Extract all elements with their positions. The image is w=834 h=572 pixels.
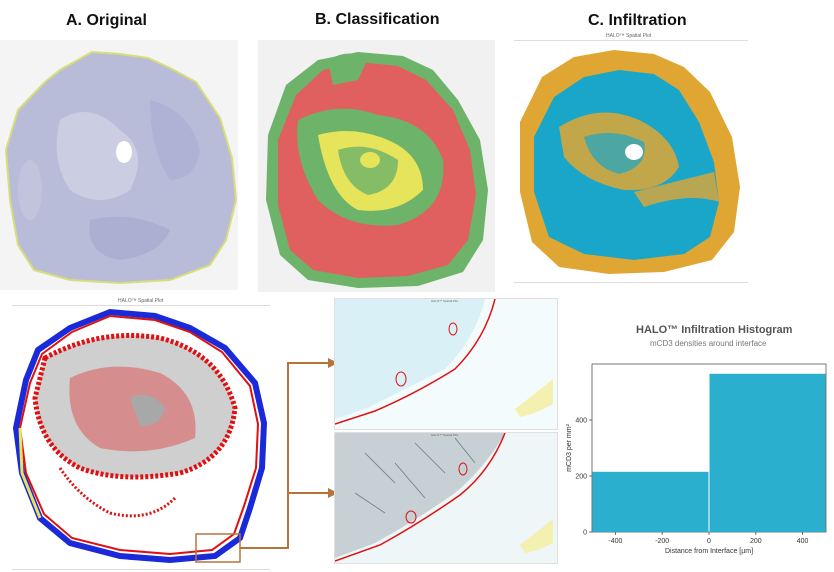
infiltration-panel: HALO™ Spatial Plot bbox=[514, 32, 748, 290]
x-tick-label: 0 bbox=[707, 538, 711, 545]
x-tick-label: -400 bbox=[608, 538, 622, 545]
infiltration-top-rule bbox=[514, 40, 748, 41]
histogram-bar-1 bbox=[592, 471, 709, 532]
x-tick-label: -200 bbox=[655, 538, 669, 545]
zoom-triangulation-map bbox=[334, 432, 553, 562]
spatial-plot-title: HALO™ Spatial Plot bbox=[118, 298, 164, 304]
zoom-cells-map bbox=[334, 298, 553, 425]
histogram-panel: HALO™ Infiltration Histogram mCD3 densit… bbox=[562, 320, 830, 565]
y-tick-label: 0 bbox=[583, 530, 587, 537]
spatial-plot-panel: HALO™ Spatial Plot bbox=[0, 298, 272, 572]
heading-classification: B. Classification bbox=[315, 11, 440, 28]
zoom-panel-cells: HALO™ Spatial Plot bbox=[334, 298, 558, 430]
y-tick-label: 200 bbox=[575, 474, 587, 481]
connector-arrows bbox=[240, 358, 338, 549]
y-tick-label: 400 bbox=[575, 418, 587, 425]
infiltration-plot-title: HALO™ Spatial Plot bbox=[606, 33, 652, 39]
heading-infiltration: C. Infiltration bbox=[588, 12, 687, 29]
histogram-subtitle: mCD3 densities around interface bbox=[650, 339, 767, 348]
classification-panel bbox=[258, 40, 495, 292]
histogram-chart: -400 -200 0 200 400 0 200 400 Distance from Inte… bbox=[566, 363, 827, 555]
spatial-plot-top-rule bbox=[12, 305, 270, 306]
histogram-title: HALO™ Infiltration Histogram bbox=[636, 324, 793, 336]
heading-original: A. Original bbox=[66, 12, 147, 29]
classification-map bbox=[266, 52, 488, 288]
zoom-panel-triangulation: HALO™ Spatial Plot bbox=[334, 432, 558, 564]
x-tick-label: 400 bbox=[797, 538, 809, 545]
histogram-bar-2 bbox=[709, 373, 826, 532]
original-tissue-panel bbox=[0, 40, 238, 290]
zoom-panel-1-title: HALO™ Spatial Plot bbox=[431, 299, 459, 303]
y-axis-label: mCD3 per mm² bbox=[566, 423, 573, 472]
x-tick-label: 200 bbox=[750, 538, 762, 545]
infiltration-bottom-rule bbox=[514, 282, 748, 283]
zoom-panel-2-title: HALO™ Spatial Plot bbox=[431, 433, 459, 437]
spatial-plot-map bbox=[12, 308, 268, 564]
x-axis-label: Distance from Interface [µm] bbox=[665, 548, 753, 555]
infiltration-map bbox=[520, 50, 740, 274]
original-tissue-image bbox=[4, 50, 238, 285]
spatial-plot-bottom-rule bbox=[12, 569, 270, 570]
